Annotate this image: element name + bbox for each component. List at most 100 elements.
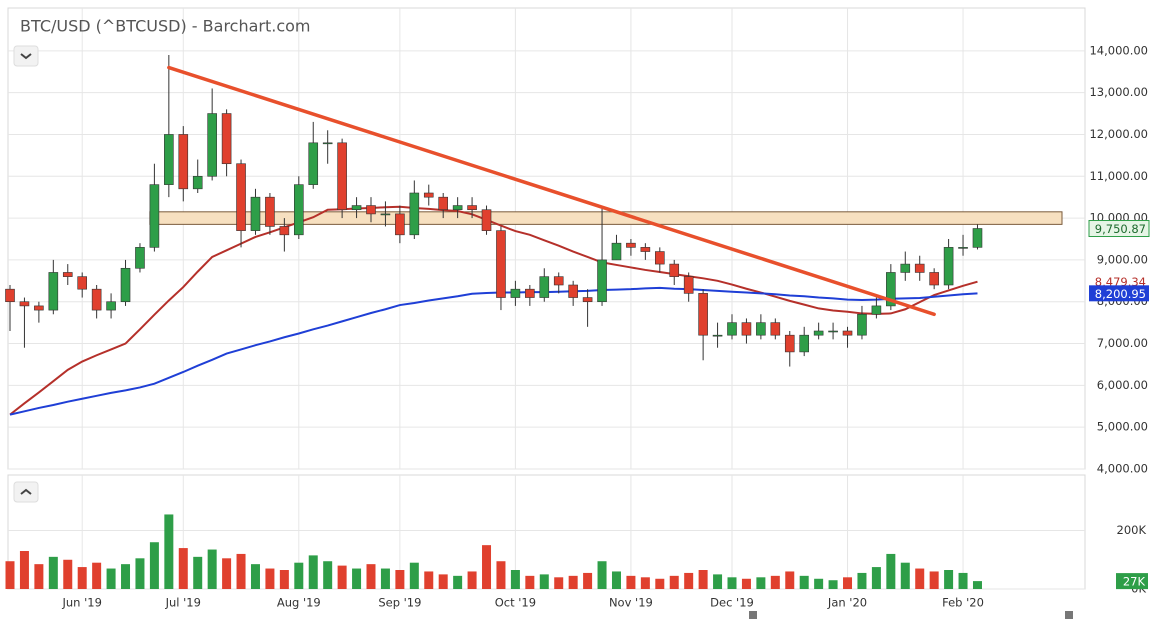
volume-bar — [972, 581, 982, 589]
collapse-button[interactable] — [13, 45, 39, 67]
candle-body — [34, 305, 44, 311]
candle-body — [19, 301, 30, 307]
x-tick-label: Aug '19 — [277, 596, 321, 610]
y-tick-label: 14,000.00 — [1089, 43, 1148, 57]
volume-bar — [380, 568, 390, 589]
candle-body — [828, 330, 838, 333]
candle-body — [582, 297, 593, 303]
candle-body — [683, 276, 694, 294]
y-tick-label: 7,000.00 — [1097, 336, 1148, 350]
volume-bar — [655, 578, 665, 589]
candle-body — [337, 142, 347, 211]
candle-body — [62, 272, 73, 277]
candle-body — [857, 313, 867, 336]
event-marker[interactable] — [1065, 611, 1073, 619]
volume-bar — [149, 542, 159, 589]
candle-body — [308, 142, 319, 185]
candle-body — [539, 276, 550, 298]
candle-body — [712, 334, 723, 337]
y-tick-label: 200K — [1117, 523, 1147, 537]
x-tick-label: Jan '20 — [827, 596, 867, 610]
volume-bar — [409, 562, 419, 589]
candle-body — [366, 205, 376, 215]
volume-bar — [265, 568, 275, 589]
x-tick-label: Oct '19 — [495, 596, 536, 610]
volume-bar — [843, 577, 853, 589]
candle-body — [178, 134, 189, 190]
volume-bar — [279, 570, 289, 589]
candle-body — [654, 251, 665, 265]
candle-body — [395, 213, 405, 236]
volume-bar — [106, 568, 116, 589]
moving-average — [9, 205, 978, 416]
volume-bar — [482, 545, 492, 589]
overlay-label: 8,200.95 — [1095, 287, 1146, 301]
volume-bar — [814, 578, 824, 589]
volume-bar — [669, 575, 679, 589]
volume-bar — [164, 514, 174, 589]
volume-bar — [886, 553, 896, 589]
y-tick-label: 13,000.00 — [1089, 85, 1148, 99]
volume-label: 27K — [1123, 575, 1146, 589]
candle-body — [481, 209, 492, 231]
price-tag — [1088, 220, 1150, 238]
volume-bar — [626, 575, 636, 589]
candle-body — [293, 184, 304, 236]
candle-body — [149, 184, 160, 248]
volume-bar — [294, 562, 304, 589]
volume-bar — [900, 562, 910, 589]
volume-bar — [63, 559, 73, 589]
volume-tag — [1116, 573, 1148, 590]
trend-line — [167, 65, 936, 317]
candle-body — [958, 247, 968, 249]
volume-bar — [236, 553, 246, 589]
volume-bar — [857, 572, 867, 589]
x-tick-label: Dec '19 — [710, 596, 754, 610]
candle-body — [741, 322, 752, 336]
candle-body — [351, 205, 362, 211]
candle-body — [467, 205, 477, 211]
candle-body — [279, 226, 290, 236]
volume-bar — [828, 580, 838, 589]
candle-body — [106, 301, 116, 311]
volume-bar — [554, 577, 564, 589]
candle-body — [164, 134, 174, 185]
volume-bar — [915, 568, 925, 589]
candle-body — [380, 213, 391, 216]
volume-bar — [424, 571, 434, 589]
candle-body — [496, 230, 506, 298]
candle-body — [626, 242, 636, 248]
volume-bar — [756, 577, 766, 589]
candle-body — [886, 272, 896, 307]
event-marker[interactable] — [749, 611, 757, 619]
volume-bar — [727, 577, 737, 589]
y-tick-label: 12,000.00 — [1089, 127, 1148, 141]
volume-bar — [799, 575, 809, 589]
chart-title: BTC/USD (^BTCUSD) - Barchart.com — [20, 17, 311, 36]
volume-bar — [640, 577, 650, 589]
expand-button[interactable] — [13, 481, 39, 503]
volume-bar — [944, 570, 954, 589]
volume-bar — [597, 561, 607, 589]
volume-bar — [713, 574, 723, 589]
volume-bar — [337, 565, 347, 589]
candle-body — [669, 263, 680, 277]
candle-body — [929, 272, 939, 286]
volume-bar — [222, 558, 232, 589]
volume-bar — [77, 567, 87, 589]
volume-bar — [92, 562, 102, 589]
volume-bar — [539, 574, 549, 589]
candle-body — [770, 322, 781, 336]
volume-bar — [121, 564, 131, 589]
volume-bar — [19, 551, 29, 589]
candle-body — [611, 242, 622, 261]
volume-bar — [178, 548, 188, 589]
volume-bar — [135, 558, 145, 589]
candle-body — [48, 272, 59, 311]
candle-body — [135, 247, 145, 269]
candle-body — [813, 330, 824, 336]
candle-body — [842, 330, 853, 336]
volume-bar — [684, 572, 694, 589]
candle-body — [265, 196, 275, 227]
candle-body — [77, 276, 87, 290]
